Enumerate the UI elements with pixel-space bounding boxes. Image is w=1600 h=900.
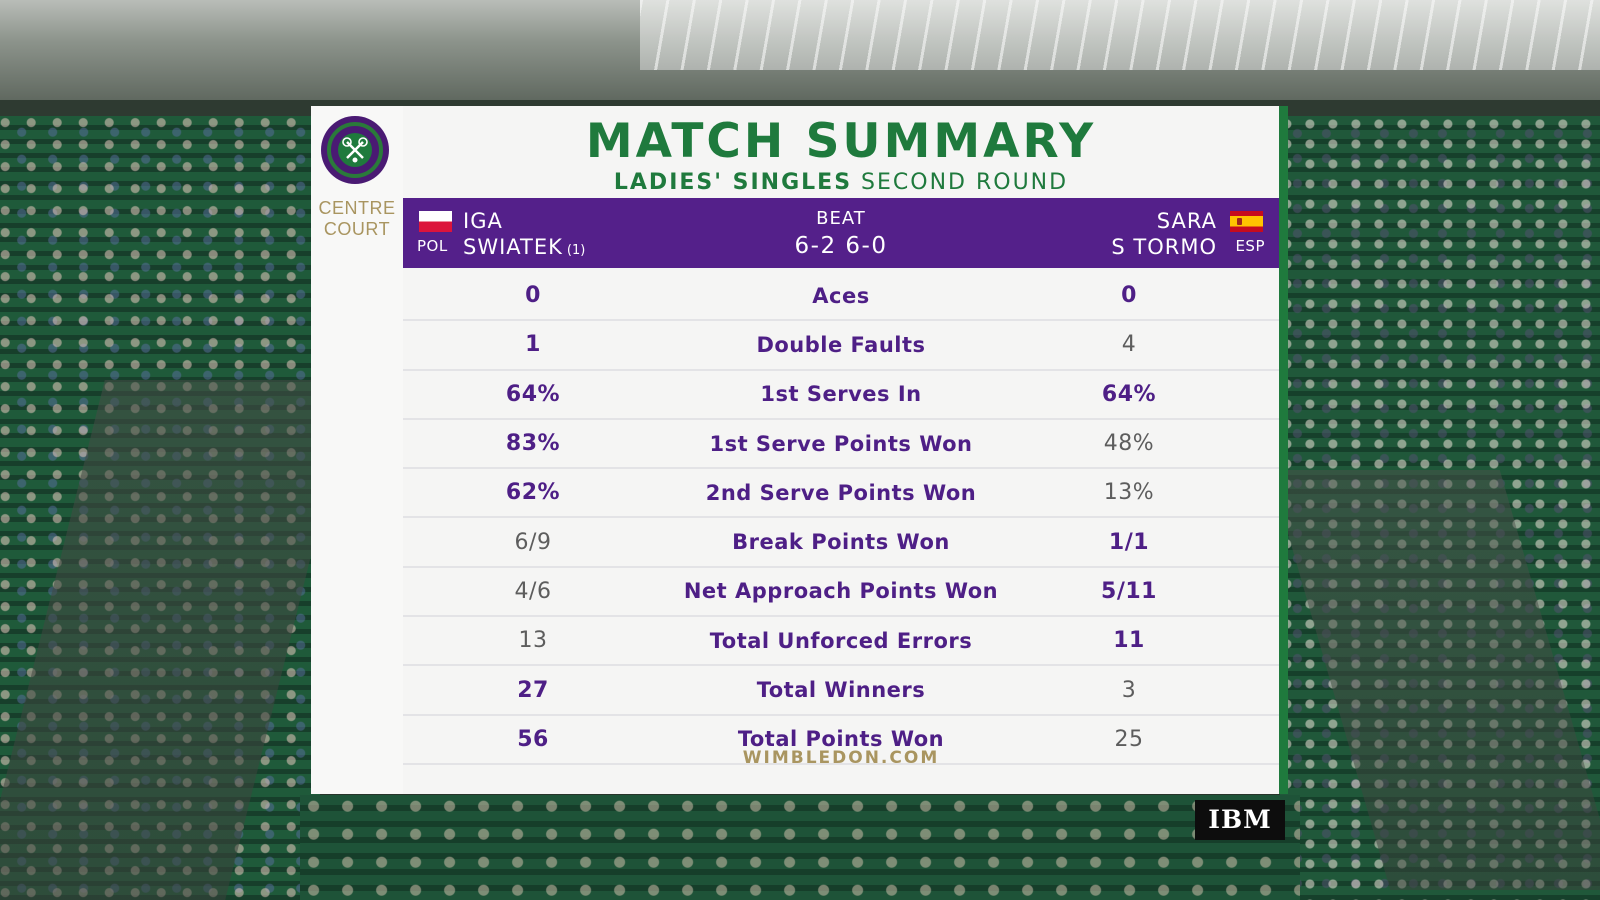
player1-surname: SWIATEK <box>463 235 563 259</box>
player1-stat-value: 64% <box>505 381 561 407</box>
stat-row: 62% 2nd Serve Points Won 13% <box>403 469 1279 519</box>
subtitle-event: LADIES' SINGLES <box>613 170 853 195</box>
player2-stat-value: 1/1 <box>1108 529 1150 555</box>
footer-website: WIMBLEDON.COM <box>742 748 940 768</box>
venue-line2: COURT <box>323 219 391 239</box>
stat-label: Total Unforced Errors <box>709 628 973 653</box>
players-header: POL IGA SWIATEK (1) BEAT 6-2 6-0 SARA S T… <box>403 198 1279 268</box>
poland-flag-icon <box>419 211 452 232</box>
stat-row: 1 Double Faults 4 <box>403 321 1279 371</box>
result-label: BEAT <box>816 208 866 229</box>
stat-row: 56 Total Points Won 25 <box>403 716 1279 765</box>
stat-row: 13 Total Unforced Errors 11 <box>403 617 1279 667</box>
venue-line1: CENTRE <box>318 198 396 218</box>
stat-label: Aces <box>812 283 870 308</box>
player2-stat-value: 3 <box>1121 677 1137 703</box>
player2-first-name: SARA <box>1156 209 1217 233</box>
player1-stat-value: 4/6 <box>514 578 552 604</box>
panel-sidebar: CENTRE COURT <box>311 106 403 794</box>
panel-title: MATCH SUMMARY <box>585 114 1097 169</box>
player2-stat-value: 13% <box>1103 480 1155 506</box>
stat-label: Break Points Won <box>732 530 950 555</box>
match-score: 6-2 6-0 <box>794 233 888 259</box>
player2-stat-value: 0 <box>1121 283 1137 309</box>
venue-label: CENTRE COURT <box>311 198 403 240</box>
player2-country: ESP <box>1235 237 1265 255</box>
player1-stat-value: 27 <box>517 677 549 703</box>
player2-stat-value: 25 <box>1114 726 1144 752</box>
wimbledon-logo-icon <box>321 116 389 184</box>
player1-last-name: SWIATEK (1) <box>463 234 585 264</box>
stand-bottom <box>300 795 1300 900</box>
player2-stat-value: 11 <box>1113 628 1145 654</box>
player1-country: POL <box>417 237 448 255</box>
stat-label: 2nd Serve Points Won <box>705 480 977 505</box>
stat-row: 6/9 Break Points Won 1/1 <box>403 518 1279 568</box>
panel-green-edge <box>1279 106 1288 794</box>
player1-stat-value: 62% <box>505 480 561 506</box>
player2-stat-value: 48% <box>1103 431 1155 457</box>
player2-last-name: S TORMO <box>1111 235 1217 259</box>
stat-label: Double Faults <box>756 332 926 357</box>
stats-table: 0 Aces 0 1 Double Faults 4 64% 1st Serve… <box>403 272 1279 765</box>
player2-stat-value: 5/11 <box>1101 578 1157 604</box>
panel-subtitle: LADIES' SINGLES SECOND ROUND <box>403 168 1279 198</box>
stat-label: Net Approach Points Won <box>683 579 999 604</box>
stat-label: 1st Serves In <box>760 382 922 407</box>
player1-stat-value: 83% <box>505 431 561 457</box>
stat-row: 64% 1st Serves In 64% <box>403 371 1279 420</box>
player2-stat-value: 4 <box>1121 332 1137 358</box>
player1-first-name: IGA <box>463 209 503 233</box>
player1-stat-value: 13 <box>518 628 548 654</box>
ibm-sponsor-logo: IBM <box>1195 800 1285 840</box>
player1-stat-value: 56 <box>517 726 549 752</box>
stat-label: 1st Serve Points Won <box>709 431 973 456</box>
spain-flag-icon <box>1230 211 1263 232</box>
stat-row: 83% 1st Serve Points Won 48% <box>403 420 1279 470</box>
subtitle-round: SECOND ROUND <box>861 170 1069 195</box>
stat-row: 27 Total Winners 3 <box>403 666 1279 716</box>
match-summary-panel: CENTRE COURT MATCH SUMMARY LADIES' SINGL… <box>311 106 1279 794</box>
stat-row: 0 Aces 0 <box>403 272 1279 322</box>
roof-frame <box>640 0 1600 70</box>
player1-stat-value: 0 <box>525 283 541 309</box>
player1-stat-value: 6/9 <box>514 529 552 555</box>
player1-stat-value: 1 <box>525 332 541 358</box>
stat-label: Total Points Won <box>737 727 945 752</box>
player1-seed: (1) <box>566 243 586 258</box>
stat-row: 4/6 Net Approach Points Won 5/11 <box>403 568 1279 618</box>
stat-label: Total Winners <box>756 678 926 703</box>
player2-stat-value: 64% <box>1101 381 1157 407</box>
